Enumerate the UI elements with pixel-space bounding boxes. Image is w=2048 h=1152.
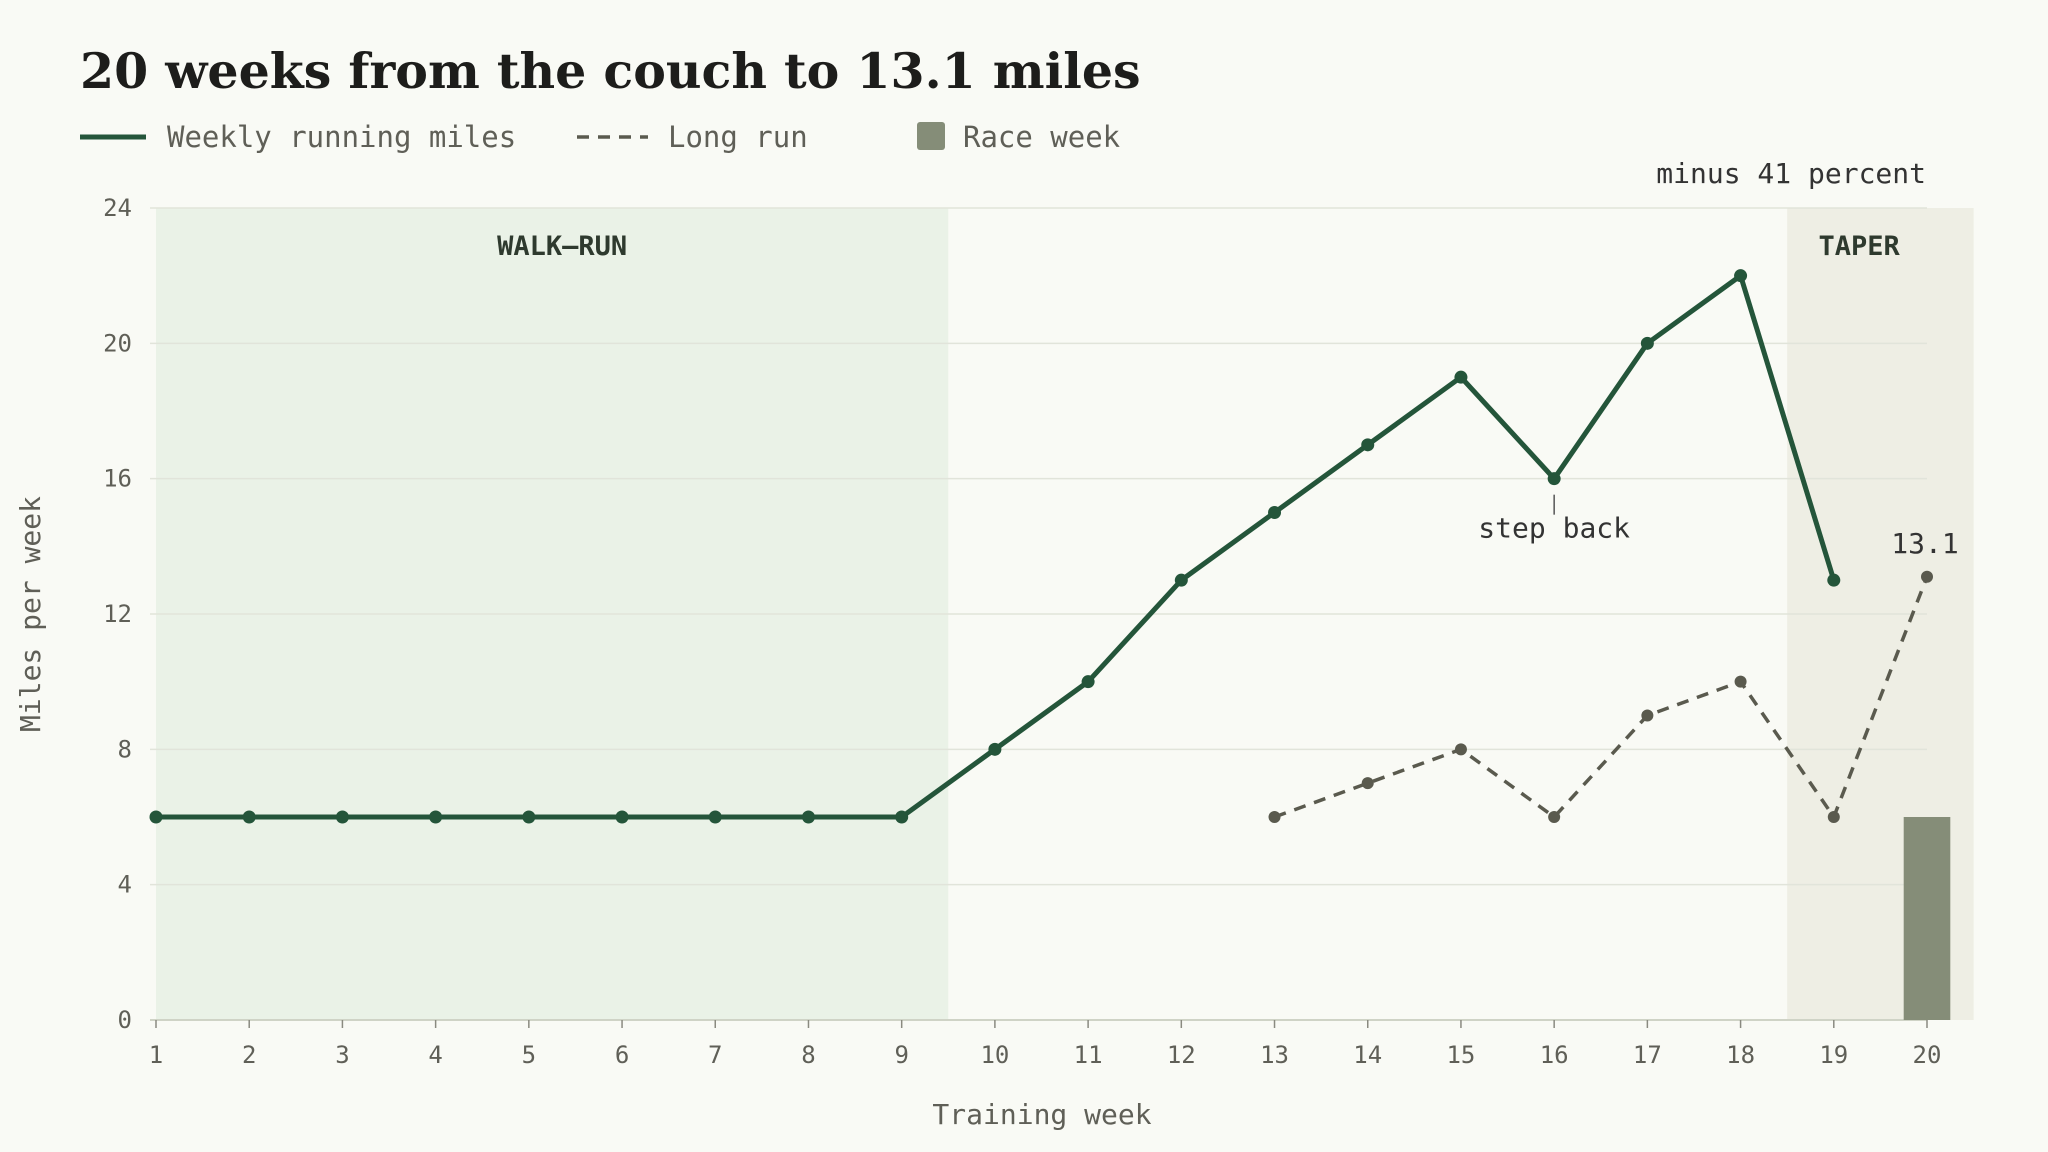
x-tick-label: 9: [894, 1041, 908, 1069]
data-point-long-run: [1548, 811, 1561, 823]
x-tick-label: 5: [522, 1041, 536, 1069]
chart-title: 20 weeks from the couch to 13.1 miles: [80, 42, 1141, 100]
x-tick-label: 10: [980, 1041, 1009, 1069]
grid-lines: [150, 207, 1927, 1021]
data-point-long-run: [1361, 777, 1374, 790]
annotation-taper-drop: minus 41 percent: [1656, 157, 1926, 190]
data-point-weekly-miles: [1640, 336, 1654, 350]
x-tick-label: 12: [1167, 1041, 1196, 1069]
x-tick-label: 13: [1260, 1041, 1289, 1069]
y-tick-label: 4: [118, 871, 132, 899]
series-lines: [149, 269, 1933, 824]
x-tick-label: 18: [1726, 1041, 1755, 1069]
legend-swatch-race-week: [917, 122, 945, 150]
data-point-weekly-miles: [801, 810, 815, 824]
data-point-weekly-miles: [1361, 438, 1375, 452]
data-point-weekly-miles: [708, 810, 722, 824]
x-axis-label: Training week: [932, 1098, 1151, 1131]
y-tick-label: 20: [103, 329, 132, 357]
data-point-weekly-miles: [242, 810, 256, 824]
annotation-step-back: step back: [1478, 512, 1630, 545]
data-point-weekly-miles: [335, 810, 349, 824]
y-tick-label: 16: [103, 465, 132, 493]
band-label: WALK–RUN: [497, 231, 627, 262]
legend-label-long-run: Long run: [668, 120, 808, 154]
data-point-long-run: [1827, 811, 1840, 823]
y-axis-label: Miles per week: [14, 496, 47, 732]
band-label: TAPER: [1818, 231, 1900, 262]
x-tick-label: 15: [1446, 1041, 1475, 1069]
x-tick-label: 6: [615, 1041, 629, 1069]
data-point-weekly-miles: [988, 742, 1002, 756]
x-tick-label: 2: [242, 1041, 256, 1069]
data-point-weekly-miles: [895, 810, 909, 824]
y-tick-label: 12: [103, 600, 132, 628]
data-point-long-run: [1641, 709, 1654, 722]
x-tick-label: 17: [1633, 1041, 1662, 1069]
series-line-long-run: [1273, 576, 1929, 819]
x-tick-label: 8: [801, 1041, 815, 1069]
y-axis-ticks: 0 4 8 12 16 20 24: [103, 194, 132, 1034]
data-point-weekly-miles: [1081, 675, 1095, 689]
x-tick-label: 11: [1074, 1041, 1103, 1069]
data-point-weekly-miles: [1454, 370, 1468, 384]
x-tick-label: 16: [1540, 1041, 1569, 1069]
data-point-weekly-miles: [1174, 573, 1188, 587]
x-tick-label: 3: [335, 1041, 349, 1069]
y-tick-label: 8: [118, 735, 132, 763]
data-point-weekly-miles: [1268, 506, 1282, 519]
data-point-weekly-miles: [429, 810, 443, 824]
legend-label-weekly-miles: Weekly running miles: [167, 120, 516, 154]
race-week-bars: [1903, 817, 1951, 1020]
y-tick-label: 24: [103, 194, 132, 222]
data-point-long-run: [1734, 675, 1747, 688]
data-point-weekly-miles: [1547, 472, 1561, 486]
annotations: step back 13.1 minus 41 percent: [1478, 157, 1958, 560]
x-axis-ticks: 1 2 3 4 5 6 7 8 9 10 11 12 13 14 15 16 17 18 19 20: [149, 1020, 1942, 1069]
x-tick-label: 7: [708, 1041, 722, 1069]
data-point-long-run: [1454, 743, 1467, 756]
x-tick-label: 20: [1913, 1041, 1942, 1069]
bar-race-week: [1903, 817, 1951, 1020]
data-point-weekly-miles: [522, 810, 536, 824]
y-tick-label: 0: [118, 1006, 132, 1034]
legend-label-race-week: Race week: [963, 120, 1121, 154]
x-tick-label: 4: [428, 1041, 442, 1069]
x-tick-label: 1: [149, 1041, 163, 1069]
data-point-weekly-miles: [1827, 573, 1841, 587]
x-tick-label: 19: [1819, 1041, 1848, 1069]
annotation-race-distance: 13.1: [1891, 527, 1958, 560]
legend: Weekly running miles Long run Race week: [80, 120, 1121, 154]
data-point-weekly-miles: [1734, 269, 1748, 283]
data-point-weekly-miles: [615, 810, 629, 824]
data-point-weekly-miles: [149, 810, 163, 824]
data-point-long-run: [1921, 570, 1933, 583]
data-point-long-run: [1268, 811, 1281, 823]
x-tick-label: 14: [1353, 1041, 1382, 1069]
